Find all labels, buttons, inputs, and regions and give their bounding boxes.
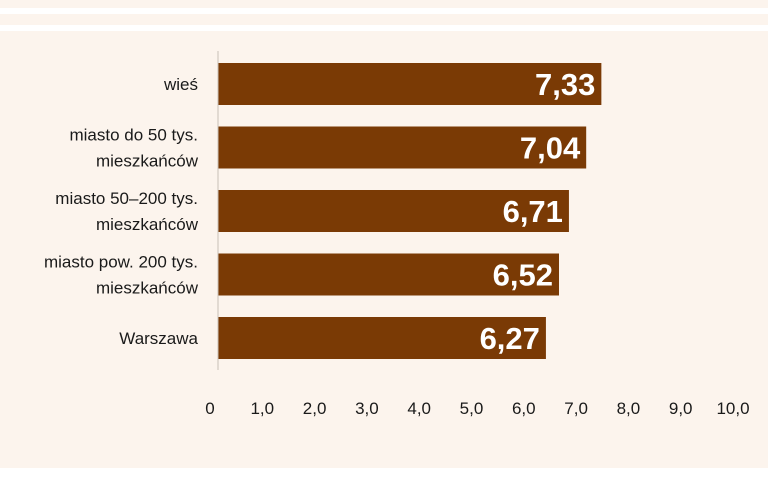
x-tick-label-3: 3,0 xyxy=(355,399,379,418)
x-tick-label-2: 2,0 xyxy=(303,399,327,418)
bar-3 xyxy=(218,253,559,296)
x-tick-label-5: 5,0 xyxy=(460,399,484,418)
value-labels: 7,33 7,04 6,71 6,52 6,27 xyxy=(480,67,596,356)
chart-panel: wieś miasto do 50 tys. mieszkańców miasto 5… xyxy=(0,31,768,468)
value-label-3: 6,52 xyxy=(493,258,553,293)
bars-layer xyxy=(218,63,602,359)
x-tick-label-0: 0 xyxy=(205,399,214,418)
x-tick-label-9: 9,0 xyxy=(669,399,693,418)
value-label-2: 6,71 xyxy=(503,194,563,229)
category-label-1-1: mieszkańców xyxy=(96,152,199,171)
top-band xyxy=(0,0,768,8)
x-tick-label-4: 4,0 xyxy=(407,399,431,418)
category-label-2-1: mieszkańców xyxy=(96,215,199,234)
bar-0 xyxy=(218,63,602,105)
top-band-secondary xyxy=(0,14,768,25)
value-label-4: 6,27 xyxy=(480,321,540,356)
bar-4 xyxy=(218,317,546,359)
x-tick-label-1: 1,0 xyxy=(250,399,274,418)
value-label-0: 7,33 xyxy=(535,67,595,102)
bar-1 xyxy=(218,126,587,169)
x-axis-tick-labels: 0 1,0 2,0 3,0 4,0 5,0 6,0 7,0 8,0 9,0 10,0 xyxy=(205,399,749,418)
category-label-3-1: mieszkańców xyxy=(96,279,199,298)
category-labels: wieś miasto do 50 tys. mieszkańców miasto 5… xyxy=(44,75,199,348)
x-tick-label-7: 7,0 xyxy=(564,399,588,418)
bar-2 xyxy=(218,190,569,232)
category-label-4-0: Warszawa xyxy=(119,329,198,348)
category-label-1-0: miasto do 50 tys. xyxy=(69,126,198,145)
category-label-0-0: wieś xyxy=(163,75,198,94)
value-label-1: 7,04 xyxy=(520,131,581,166)
x-tick-label-8: 8,0 xyxy=(617,399,641,418)
bar-chart: wieś miasto do 50 tys. mieszkańców miasto 5… xyxy=(44,51,750,418)
x-tick-label-6: 6,0 xyxy=(512,399,536,418)
category-label-3-0: miasto pow. 200 tys. xyxy=(44,253,198,272)
category-label-2-0: miasto 50–200 tys. xyxy=(55,189,198,208)
x-tick-label-10: 10,0 xyxy=(716,399,749,418)
